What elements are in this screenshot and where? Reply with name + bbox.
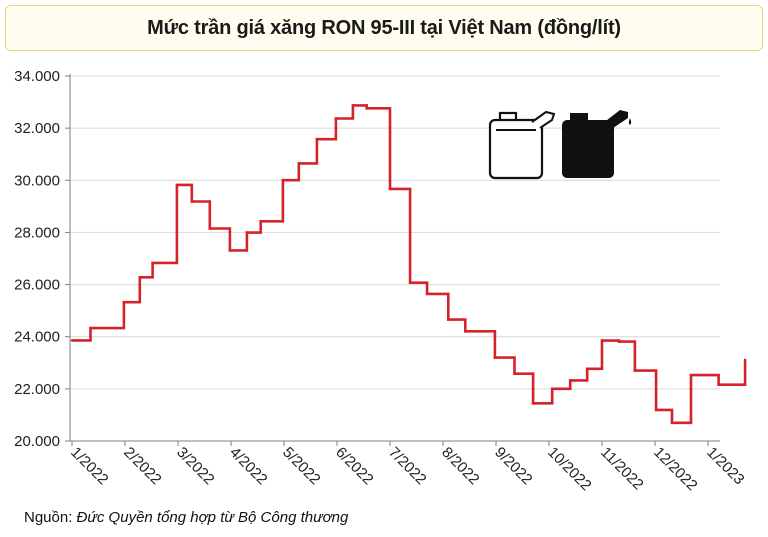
data-point (151, 261, 154, 265)
x-tick-label: 1/2022 (67, 444, 111, 488)
data-point (743, 358, 747, 362)
x-tick-label: 8/2022 (438, 444, 482, 488)
x-tick-label: 7/2022 (385, 444, 429, 488)
y-tick-label: 30.000 (14, 172, 60, 189)
source-note: Nguồn: Đức Quyền tổng hợp từ Bộ Công thư… (24, 509, 348, 526)
x-tick-label: 3/2022 (173, 444, 217, 488)
data-point (493, 356, 497, 359)
data-point (245, 231, 249, 234)
y-tick-label: 34.000 (14, 68, 60, 85)
source-label: Nguồn: (24, 509, 73, 526)
data-point (281, 178, 285, 182)
y-tick-label: 26.000 (14, 277, 60, 294)
data-point (190, 200, 194, 203)
data-point (550, 387, 554, 391)
chart-title: Mức trần giá xăng RON 95-III tại Việt Na… (147, 16, 621, 39)
series-line (72, 104, 747, 425)
y-tick-label: 24.000 (14, 329, 60, 346)
data-point (351, 104, 355, 107)
fuel-can-outline-icon (488, 110, 556, 180)
data-point (463, 330, 467, 333)
data-point (408, 281, 412, 285)
x-axis-ticks: 1/2022 2/2022 3/2022 4/2022 5/2022 6/2022 7/20… (67, 444, 747, 494)
source-text: Đức Quyền tổng hợp từ Bộ Công thương (76, 509, 349, 526)
data-point (89, 326, 92, 330)
y-tick-label: 20.000 (14, 433, 60, 450)
data-point (425, 292, 429, 296)
data-point (122, 300, 126, 304)
data-point (617, 340, 621, 343)
x-tick-label: 10/2022 (544, 444, 594, 494)
x-tick-label: 2/2022 (120, 444, 164, 488)
data-point (531, 402, 535, 405)
data-point (633, 369, 637, 372)
data-point (388, 187, 392, 191)
data-point (334, 117, 338, 120)
axes (65, 74, 720, 446)
fuel-can-filled-icon (562, 110, 632, 178)
y-axis-ticks: 20.000 22.000 24.000 26.000 28.000 30.000 32.0… (14, 68, 60, 450)
data-point (138, 275, 142, 279)
data-point (513, 372, 516, 376)
data-point (670, 421, 674, 425)
data-point (447, 318, 450, 321)
data-point (568, 379, 572, 382)
x-tick-label: 9/2022 (491, 444, 535, 488)
data-point (297, 162, 301, 165)
x-tick-label: 6/2022 (332, 444, 376, 488)
x-tick-label: 4/2022 (226, 444, 270, 488)
data-point (654, 408, 658, 412)
y-tick-label: 22.000 (14, 381, 60, 398)
series-ron95 (70, 104, 747, 425)
data-point (228, 249, 232, 252)
data-point (585, 367, 589, 371)
x-tick-label: 1/2023 (703, 444, 747, 488)
data-point (175, 183, 179, 187)
x-tick-label: 12/2022 (650, 444, 700, 494)
x-tick-label: 5/2022 (279, 444, 323, 488)
chart-title-box: Mức trần giá xăng RON 95-III tại Việt Na… (5, 5, 763, 51)
data-point (70, 339, 74, 342)
data-point (600, 339, 604, 342)
data-point (259, 220, 262, 223)
y-tick-label: 32.000 (14, 120, 60, 137)
data-point (365, 106, 368, 110)
data-point (689, 373, 693, 377)
data-point (208, 227, 212, 230)
data-point (315, 137, 319, 141)
data-point (717, 383, 720, 386)
y-tick-label: 28.000 (14, 224, 60, 241)
x-tick-label: 11/2022 (597, 444, 647, 494)
